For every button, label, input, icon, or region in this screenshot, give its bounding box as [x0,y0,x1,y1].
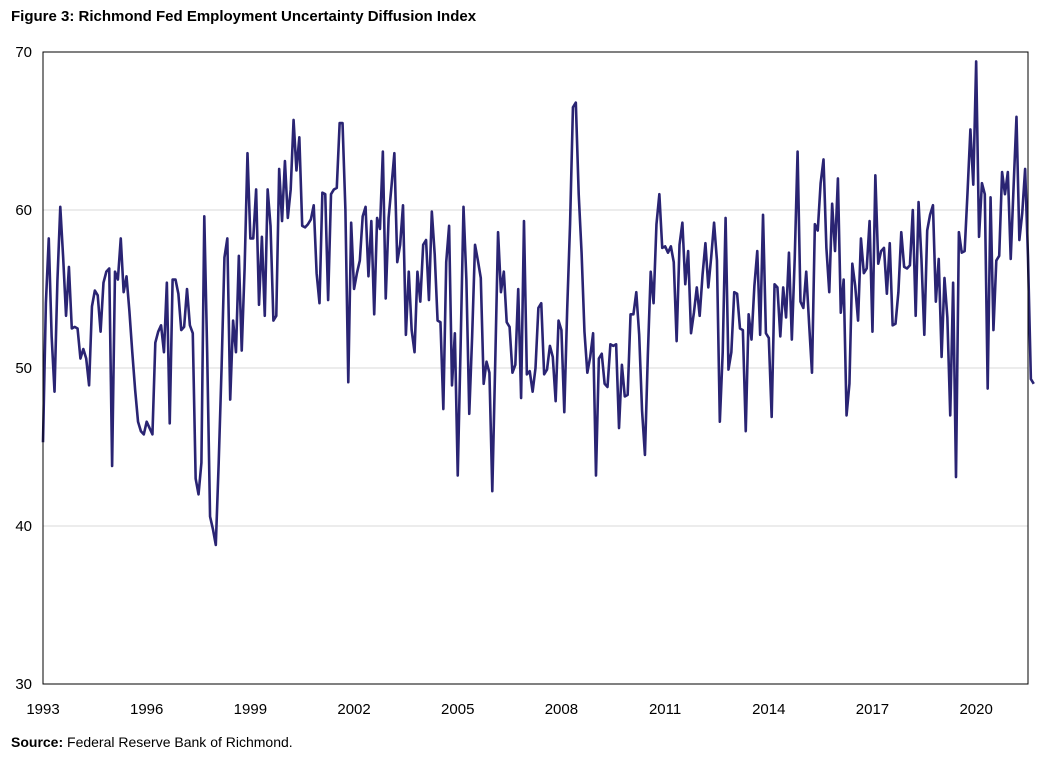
source-note: Source: Federal Reserve Bank of Richmond… [11,734,293,750]
source-label: Source: [11,734,64,750]
x-tick-label: 2002 [337,701,370,718]
x-axis-tick-labels: 1993 1996 1999 2002 2005 2008 2011 2014 2017 2020 [26,701,993,718]
y-tick-label: 40 [15,518,32,535]
y-tick-label: 50 [15,360,32,377]
x-tick-label: 2008 [545,701,578,718]
y-tick-label: 70 [15,44,32,61]
plot-area-border [42,51,1029,685]
x-tick-label: 2005 [441,701,474,718]
source-text: Federal Reserve Bank of Richmond. [63,734,293,750]
chart-title: Figure 3: Richmond Fed Employment Uncert… [11,8,477,25]
y-tick-label: 30 [15,676,32,693]
x-tick-label: 2017 [856,701,889,718]
x-tick-label: 1993 [26,701,59,718]
series-group [41,60,1035,547]
series-line-0 [41,60,1035,547]
y-axis-tick-labels: 30 40 50 60 70 [15,44,32,693]
x-tick-label: 2020 [959,701,992,718]
x-tick-label: 1999 [234,701,267,718]
x-tick-label: 2014 [752,701,785,718]
y-tick-label: 60 [15,202,32,219]
x-tick-label: 2011 [649,701,681,718]
x-tick-label: 1996 [130,701,163,718]
